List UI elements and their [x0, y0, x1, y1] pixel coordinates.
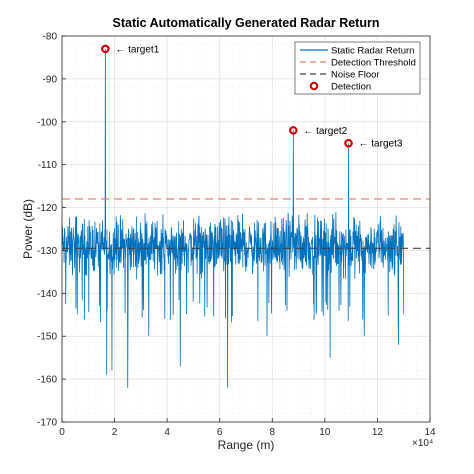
- detection-marker: [101, 44, 110, 54]
- axis-ticks: 0 2 4 6 8 10 12 14 -170 -160 -150 -140 -130 -120 -110 -…: [37, 32, 436, 439]
- detection-label-target2: ← target2: [303, 126, 347, 137]
- x-tick-label: 0: [59, 427, 65, 438]
- y-tick-label: -130: [37, 246, 57, 257]
- y-tick-label: -110: [38, 160, 58, 171]
- series-layer: [61, 48, 405, 388]
- legend-box: [294, 41, 421, 95]
- y-tick-label: -170: [37, 418, 57, 429]
- x-tick-label: 12: [372, 427, 384, 438]
- legend-swatch-detection: [309, 81, 319, 91]
- x-tick-label: 10: [319, 427, 331, 438]
- x-axis-exponent: ×10⁴: [412, 438, 433, 449]
- x-tick-label: 2: [112, 427, 118, 438]
- x-tick-label: 14: [424, 427, 436, 438]
- x-tick-label: 4: [164, 427, 170, 438]
- x-tick-label: 8: [270, 427, 276, 438]
- detection-marker: [344, 138, 353, 148]
- detection-marker: [289, 126, 298, 135]
- x-tick-label: 6: [217, 427, 223, 438]
- detection-layer: ← target1 ← target2 ← target3: [101, 44, 403, 150]
- legend-label-threshold: Detection Threshold: [331, 58, 416, 69]
- legend: Static Radar Return Detection Threshold …: [294, 41, 421, 95]
- y-tick-label: -80: [43, 32, 58, 43]
- legend-label-detection: Detection: [331, 82, 371, 93]
- detection-label-target1: ← target1: [115, 44, 159, 55]
- y-tick-label: -120: [37, 203, 57, 214]
- x-axis-label: Range (m): [218, 438, 275, 452]
- legend-label-noise-floor: Noise Floor: [331, 70, 380, 81]
- chart-title: Static Automatically Generated Radar Ret…: [113, 16, 380, 30]
- y-tick-label: -100: [37, 117, 57, 128]
- y-tick-label: -160: [37, 375, 57, 386]
- y-tick-label: -150: [37, 332, 57, 343]
- plot-frame: [61, 35, 431, 423]
- legend-label-signal: Static Radar Return: [331, 46, 414, 57]
- y-axis-label: Power (dB): [21, 199, 35, 259]
- y-tick-label: -90: [43, 74, 58, 85]
- reference-lines: [62, 198, 430, 249]
- series-line-static-radar-return: [61, 48, 405, 388]
- y-tick-label: -140: [37, 289, 57, 300]
- detection-label-target3: ← target3: [359, 139, 403, 150]
